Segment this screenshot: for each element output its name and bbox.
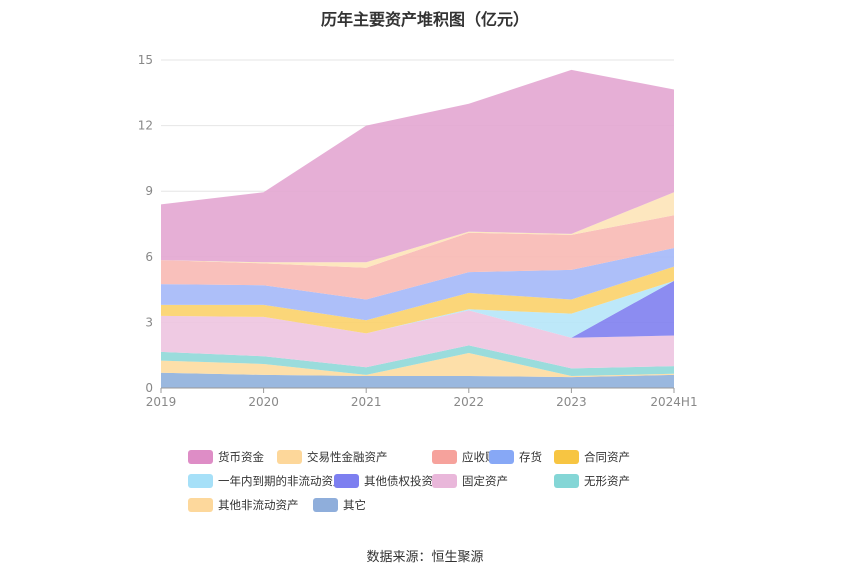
legend-swatch [277,450,302,464]
legend-swatch [188,450,213,464]
legend-item[interactable]: 固定资产 [432,473,508,489]
area-应收账款[interactable] [161,215,674,300]
area-其他债权投资合计[interactable] [161,280,674,338]
chart-title: 历年主要资产堆积图（亿元） [320,10,529,29]
area-一年内到期的非流动资产[interactable] [161,280,674,338]
legend-swatch [313,498,338,512]
area-其他非流动资产[interactable] [161,353,674,378]
legend-swatch [188,498,213,512]
data-source: 数据来源：恒生聚源 [366,550,484,565]
legend-swatch [489,450,514,464]
x-tick-label: 2022 [454,395,485,409]
y-tick-label: 12 [138,119,153,133]
legend-label: 其它 [343,498,366,512]
y-tick-label: 3 [145,315,153,329]
x-tick-label: 2020 [248,395,279,409]
x-tick-label: 2024H1 [650,395,697,409]
legend-item[interactable]: 无形资产 [554,473,630,489]
legend-label: 货币资金 [218,450,264,464]
legend-item[interactable]: 其他非流动资产 [188,497,299,513]
legend-item[interactable]: 存货 [489,449,542,465]
x-tick-label: 2019 [146,395,177,409]
legend-label: 存货 [519,450,542,464]
y-tick-label: 9 [145,184,153,198]
area-存货[interactable] [161,248,674,321]
area-series [161,69,674,388]
y-tick-label: 0 [145,381,153,395]
x-tick-label: 2023 [556,395,587,409]
legend-swatch [188,474,213,488]
legend-item[interactable]: 其它 [313,497,366,513]
area-固定资产[interactable] [161,310,674,369]
axes: 0 3 6 9 12 15 2019 2020 2021 2022 2023 2024H1 [138,53,698,409]
legend-label: 合同资产 [584,450,630,464]
area-合同资产[interactable] [161,266,674,334]
legend-item[interactable]: 货币资金 [188,449,264,465]
legend-item[interactable]: 交易性金融资产 [277,449,388,465]
legend-swatch [554,450,579,464]
x-tick-label: 2021 [351,395,382,409]
area-货币资金[interactable] [161,69,674,263]
legend-label: 一年内到期的非流动资产 [218,474,345,488]
legend-swatch [554,474,579,488]
y-tick-label: 15 [138,53,153,67]
legend-item[interactable]: 一年内到期的非流动资产 [188,473,345,489]
area-其它[interactable] [161,372,674,388]
legend-label: 交易性金融资产 [307,450,388,464]
y-tick-label: 6 [145,250,153,264]
legend-swatch [334,474,359,488]
legend-label: 无形资产 [584,474,630,488]
legend-swatch [432,450,457,464]
area-无形资产[interactable] [161,345,674,376]
legend-item[interactable]: 合同资产 [554,449,630,465]
legend-label: 固定资产 [462,474,508,488]
legend-swatch [432,474,457,488]
legend-label: 其他非流动资产 [218,498,299,512]
